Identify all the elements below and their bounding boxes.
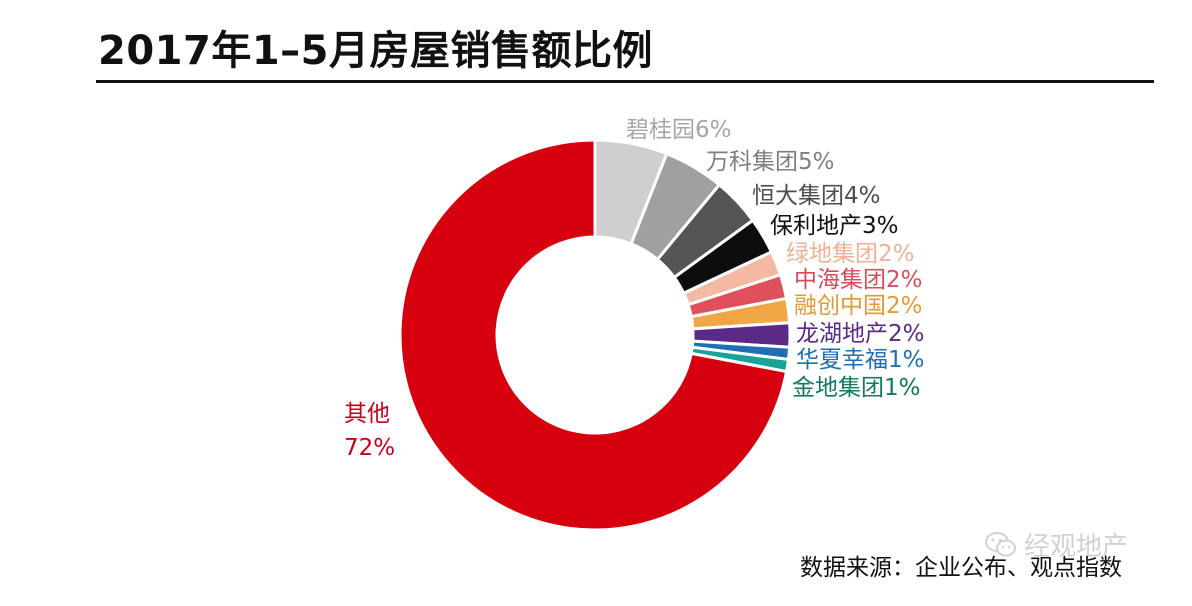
slice-label-4: 保利地产3%: [770, 213, 899, 239]
slices-layer: [398, 138, 792, 532]
slice-label-5: 绿地集团2%: [786, 241, 915, 267]
source-note: 数据来源：企业公布、观点指数: [800, 555, 1122, 581]
slice-label-11: 其他 72%: [344, 401, 395, 461]
slice-11: [398, 138, 789, 532]
title-underline: [96, 80, 1154, 83]
wechat-icon: [985, 531, 1016, 556]
slice-label-6: 中海集团2%: [794, 267, 923, 293]
slice-label-10: 金地集团1%: [792, 375, 921, 401]
labels-layer: 碧桂园6% 万科集团5% 恒大集团4% 保利地产3%绿地集团2%中海集团2%融创中国2…: [344, 117, 925, 461]
slice-label-7: 融创中国2%: [794, 293, 923, 319]
slice-label-1: 碧桂园6%: [626, 117, 732, 143]
watermark-text: 经观地产: [1024, 532, 1129, 562]
chart-title: 2017年1–5月房屋销售额比例: [98, 28, 653, 74]
watermark: 经观地产: [984, 526, 1128, 563]
slice-label-2: 万科集团5%: [706, 149, 835, 175]
slice-label-9: 华夏幸福1%: [796, 347, 925, 373]
slice-label-3: 恒大集团4%: [752, 183, 881, 209]
slice-label-8: 龙湖地产2%: [796, 321, 925, 347]
